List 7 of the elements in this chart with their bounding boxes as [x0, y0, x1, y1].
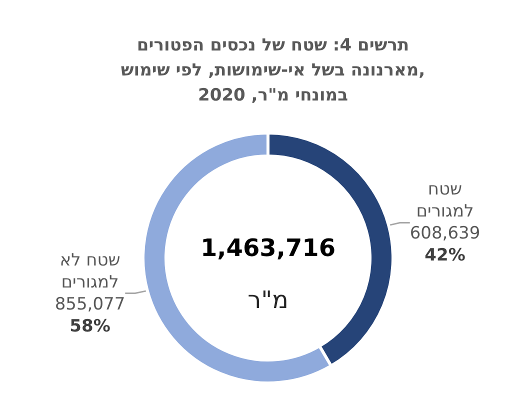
chart-title: תרשים 4: שטח של נכסים הפטורים מארנונה בשל אי-שימושות, לפי שימוש, במונחי מ"ר, 2020	[120, 36, 426, 106]
slice-label: שטח למגורים	[416, 180, 474, 222]
text: מ"ר	[248, 286, 288, 314]
data-label: 608,639 42%	[410, 224, 480, 266]
data-label: 855,077 58%	[54, 294, 126, 336]
slice-label: שטח לא למגורים	[60, 250, 120, 292]
text: 1,463,716	[200, 234, 336, 262]
